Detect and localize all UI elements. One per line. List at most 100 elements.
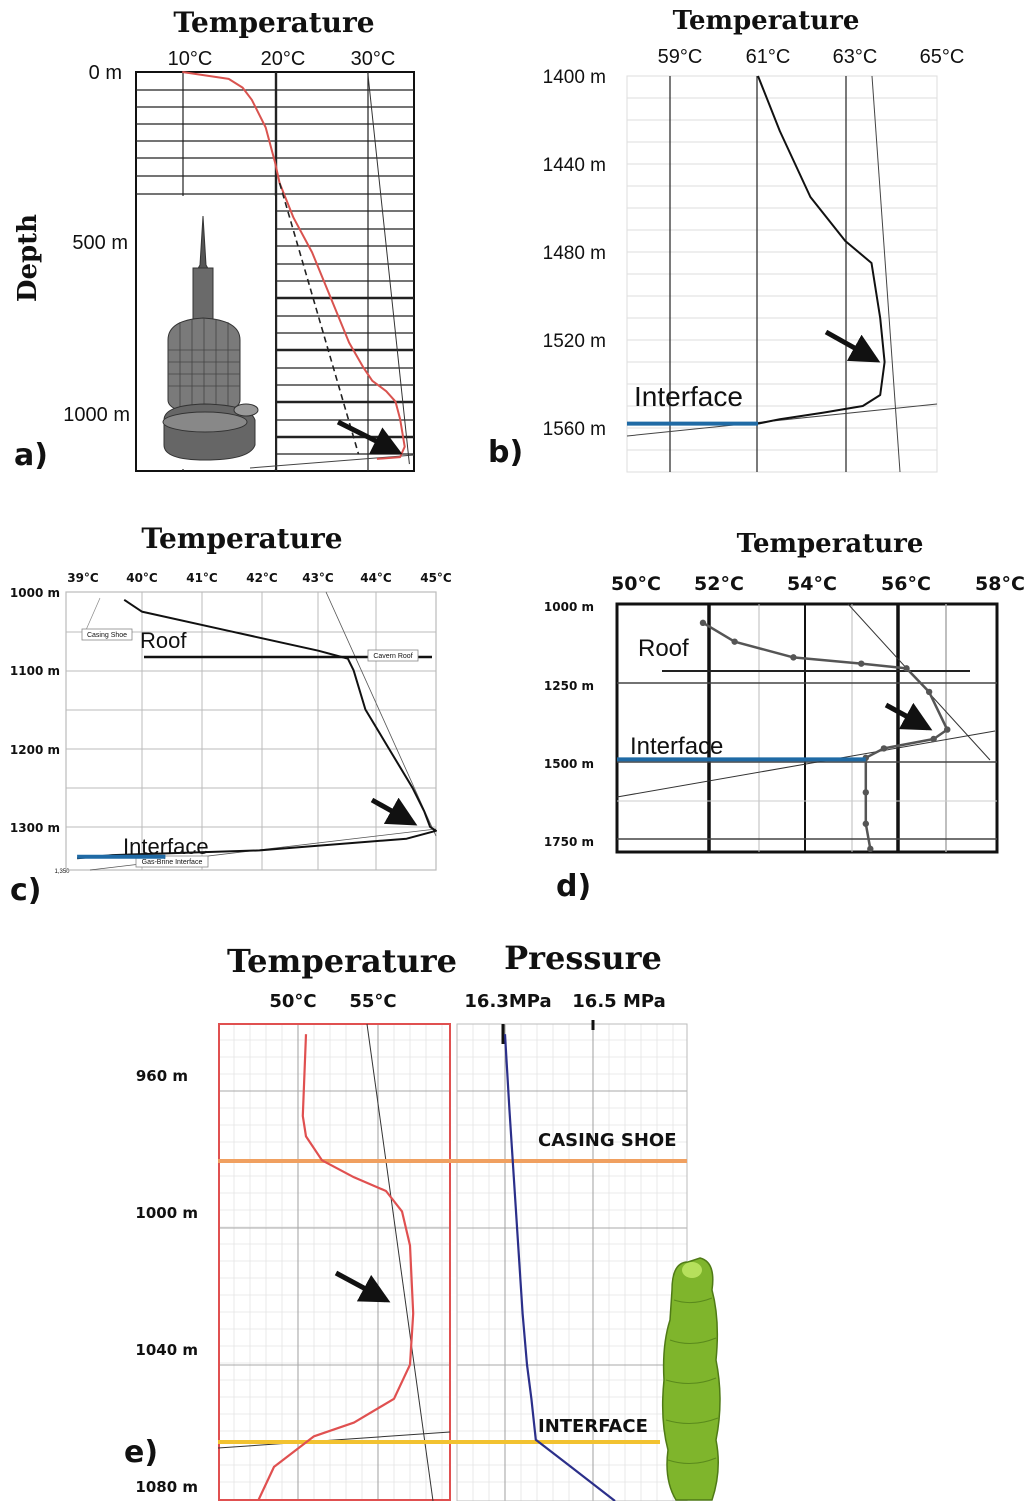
panel-d-series (617, 619, 951, 853)
panel-b-series (627, 75, 886, 426)
panel-e-trend-line (366, 1023, 434, 1501)
panel-e-letter: e) (124, 1435, 158, 1470)
panel-e-casing-shoe-label: CASING SHOE (538, 1130, 677, 1151)
panel-d-xtick-56: 56°C (881, 573, 931, 595)
panel-a-arrow (336, 419, 403, 455)
panel-e-x2tick-165: 16.5 MPa (572, 991, 665, 1012)
panel-d-interface-label: Interface (630, 733, 723, 760)
panel-d-xtick-58: 58°C (975, 573, 1025, 595)
panel-e-xtick-50: 50°C (269, 991, 316, 1012)
panel-c-casing-tag: Casing Shoe (81, 628, 133, 641)
panel-c-xtick-42: 42°C (246, 571, 278, 585)
panel-b-ytick-1400: 1400 m (543, 67, 606, 88)
panel-d-xtick-54: 54°C (787, 573, 837, 595)
panel-a-ytick-0: 0 m (89, 62, 122, 84)
panel-d-temperature-line-point (731, 638, 738, 645)
panel-e-title-pressure: Pressure (504, 939, 662, 977)
panel-e-ytick-1000: 1000 m (135, 1204, 198, 1222)
panel-d-temperature-line-point (858, 660, 865, 667)
panel-d-temperature-line-point (790, 654, 797, 661)
panel-b-xtick-65: 65°C (920, 46, 965, 68)
panel-a-xtick-30: 30°C (351, 48, 396, 70)
panel-c-ytick-1200: 1200 m (10, 743, 60, 757)
panel-c-xtick-40: 40°C (126, 571, 158, 585)
panel-d-temperature-line-point (867, 845, 874, 853)
panel-e-pressure-series (503, 1034, 616, 1501)
panel-d-grid (617, 604, 997, 852)
panel-a-cavern-image (138, 196, 275, 469)
panel-d-letter: d) (556, 869, 591, 904)
panel-a-ytick-500: 500 m (72, 232, 128, 254)
panel-c-gasbrine-tag: Gas-Brine Interface (135, 855, 209, 868)
panel-d-temperature-line (702, 621, 949, 850)
panel-e-pressure-line (503, 1034, 616, 1501)
panel-d-temperature-line-point (903, 665, 910, 672)
panel-e-arrow (334, 1270, 391, 1303)
panel-c-series (77, 598, 437, 860)
panel-e: Temperature Pressure 50°C 55°C 16.3MPa 1… (124, 939, 721, 1501)
panel-c-ytick-1000: 1000 m (10, 586, 60, 600)
panel-d-title: Temperature (737, 529, 924, 559)
panel-e-ytick-1040: 1040 m (135, 1341, 198, 1359)
panel-d-frame (615, 602, 999, 854)
panel-b-ytick-1480: 1480 m (543, 243, 606, 264)
panel-e-title-temperature: Temperature (227, 942, 457, 980)
panel-b-arrow (824, 329, 881, 363)
panel-d-temperature-line-point (862, 820, 870, 827)
panel-c-ytick-1100: 1100 m (10, 664, 60, 678)
panel-c-xtick-45: 45°C (420, 571, 452, 585)
svg-text:Cavern Roof: Cavern Roof (373, 653, 412, 660)
panel-a-temperature-line (182, 71, 406, 460)
panel-c-xtick-41: 41°C (186, 571, 218, 585)
panel-d-ytick-1250: 1250 m (544, 679, 594, 693)
panel-c-xtick-39: 39°C (67, 571, 99, 585)
panel-a-ytick-1000: 1000 m (63, 404, 130, 426)
panel-b-xtick-61: 61°C (746, 46, 791, 68)
panel-e-temperature-line (257, 1034, 415, 1501)
panel-e-x2tick-163: 16.3MPa (464, 991, 551, 1012)
panel-b: Temperature 59°C 61°C 63°C 65°C 1400 m 1… (488, 6, 965, 473)
panel-b-temperature-line (757, 75, 886, 425)
panel-b-xtick-63: 63°C (833, 46, 878, 68)
panel-d: Temperature 50°C 52°C 54°C 56°C 58°C 100… (544, 529, 1025, 904)
panel-c-xtick-44: 44°C (360, 571, 392, 585)
panel-e-ytick-1080: 1080 m (135, 1478, 198, 1496)
panel-c-ytick-1350: 1,350 (54, 869, 70, 875)
panel-a-reference-line (367, 71, 410, 465)
panel-d-temperature-line-point (944, 726, 951, 733)
panel-e-temperature-series (257, 1034, 415, 1501)
panel-a-xtick-20: 20°C (261, 48, 306, 70)
panel-d-ytick-1750: 1750 m (544, 835, 594, 849)
panel-c: Temperature 39°C 40°C 41°C 42°C 43°C 44°… (10, 522, 452, 908)
panel-a-ylabel: Depth (13, 214, 43, 302)
panel-e-ytick-960: 960 m (136, 1067, 188, 1085)
panel-e-interface-label: INTERFACE (538, 1416, 648, 1437)
panel-c-casing-leader (85, 597, 101, 631)
panel-d-temperature-line-point (925, 688, 933, 696)
panel-b-letter: b) (488, 435, 523, 470)
panel-c-grid (66, 592, 436, 870)
panel-b-interface-trend (626, 403, 938, 437)
panel-b-xtick-59: 59°C (658, 46, 703, 68)
panel-b-interface-label: Interface (634, 381, 743, 412)
panel-b-trend-line (871, 75, 901, 473)
panel-b-ytick-1560: 1560 m (543, 419, 606, 440)
panel-a-linear-fit (278, 182, 360, 454)
panel-c-frame (65, 591, 437, 871)
panel-a-letter: a) (14, 438, 48, 473)
panel-b-ytick-1440: 1440 m (543, 155, 606, 176)
panel-d-temperature-line-point (880, 745, 888, 752)
panel-a-xtick-10: 10°C (168, 48, 213, 70)
panel-b-grid (669, 76, 847, 472)
panel-d-xtick-52: 52°C (694, 573, 744, 595)
panel-c-title: Temperature (141, 522, 342, 555)
svg-text:Casing Shoe: Casing Shoe (87, 632, 127, 639)
panel-c-letter: c) (10, 873, 42, 908)
panel-c-cavern-roof-tag: Cavern Roof (367, 649, 419, 662)
panel-c-xtick-43: 43°C (302, 571, 334, 585)
panel-b-ytick-1520: 1520 m (543, 331, 606, 352)
panel-d-interface-trend (616, 730, 996, 798)
panel-a-series (182, 71, 410, 465)
panel-c-temperature-line (77, 598, 437, 860)
